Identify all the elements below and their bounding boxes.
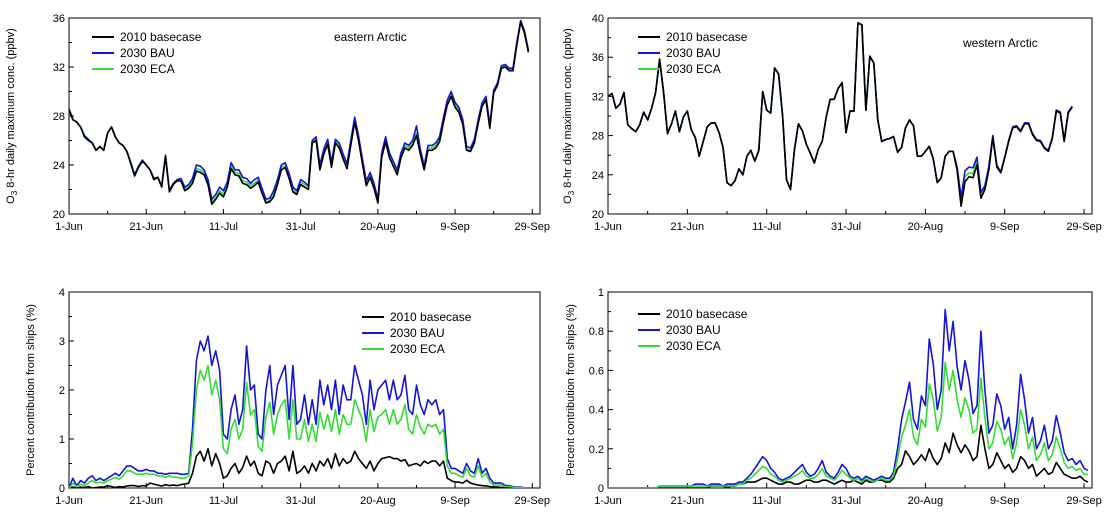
series-line-2030-eca bbox=[608, 361, 1088, 488]
series-line-2030-eca bbox=[69, 364, 529, 488]
x-tick-label: 20-Aug bbox=[360, 221, 395, 233]
legend-label: 2010 basecase bbox=[120, 30, 202, 44]
legend-label: 2030 ECA bbox=[666, 62, 721, 76]
chart-panel-top-left: 20 24 28 32 36 1-Jun 21-Jun 11-Jul 31-Jul 20-Aug 9… bbox=[5, 13, 550, 233]
legend-label: 2030 ECA bbox=[666, 339, 721, 353]
y-tick-label: 3 bbox=[59, 336, 65, 348]
y-tick-label: 0 bbox=[59, 483, 65, 495]
legend-label: 2030 BAU bbox=[390, 326, 445, 340]
legend-label: 2030 ECA bbox=[390, 342, 445, 356]
y-tick-label: 4 bbox=[59, 287, 65, 299]
x-tick-label: 9-Sep bbox=[440, 221, 469, 233]
y-tick-label: 20 bbox=[53, 209, 65, 221]
y-tick-label: 0 bbox=[598, 483, 604, 495]
x-tick-label: 21-Jun bbox=[671, 221, 705, 233]
y-tick-label: 40 bbox=[592, 13, 604, 25]
legend-label: 2030 BAU bbox=[666, 46, 721, 60]
x-tick-label: 9-Sep bbox=[440, 495, 469, 507]
x-tick-label: 1-Jun bbox=[55, 495, 83, 507]
y-tick-label: 0.6 bbox=[589, 365, 604, 377]
x-tick-label: 11-Jul bbox=[752, 221, 781, 233]
y-tick-label: 24 bbox=[53, 160, 65, 172]
chart-panel-bottom-left: 0 1 2 3 4 1-Jun 21-Jun 11-Jul 31-Jul 20-Aug 9-Sep 2… bbox=[25, 287, 550, 507]
y-tick-label: 0.2 bbox=[589, 444, 604, 456]
x-tick-label: 1-Jun bbox=[594, 221, 622, 233]
y-tick-label: 28 bbox=[53, 111, 65, 123]
x-tick-label: 1-Jun bbox=[594, 495, 622, 507]
x-tick-label: 9-Sep bbox=[990, 221, 1019, 233]
legend-label: 2010 basecase bbox=[666, 30, 748, 44]
x-tick-label: 29-Sep bbox=[1066, 221, 1101, 233]
x-tick-label: 31-Jul bbox=[286, 495, 316, 507]
x-tick-label: 20-Aug bbox=[908, 221, 943, 233]
x-tick-label: 21-Jun bbox=[129, 495, 163, 507]
series-line-2010-basecase bbox=[69, 447, 529, 488]
y-tick-label: 1 bbox=[59, 434, 65, 446]
x-tick-label: 31-Jul bbox=[831, 221, 861, 233]
x-tick-label: 29-Sep bbox=[1066, 495, 1101, 507]
legend-label: 2030 BAU bbox=[120, 46, 175, 60]
y-tick-label: 36 bbox=[592, 52, 604, 64]
y-tick-label: 2 bbox=[59, 385, 65, 397]
x-tick-label: 21-Jun bbox=[129, 221, 163, 233]
series-line-2030-bau bbox=[69, 335, 529, 488]
x-tick-label: 1-Jun bbox=[55, 221, 83, 233]
x-tick-label: 9-Sep bbox=[990, 495, 1019, 507]
y-tick-label: 1 bbox=[598, 287, 604, 299]
y-axis-label: Percent contribution from ships (%) bbox=[565, 304, 577, 476]
y-tick-label: 24 bbox=[592, 170, 604, 182]
x-tick-label: 11-Jul bbox=[752, 495, 781, 507]
legend-label: 2010 basecase bbox=[390, 310, 472, 324]
x-tick-label: 11-Jul bbox=[209, 495, 238, 507]
chart-panel-bottom-right: 0 0.2 0.4 0.6 0.8 1 1-Jun 21-Jun 11-Jul 31-Jul 20-… bbox=[565, 287, 1102, 507]
y-tick-label: 32 bbox=[592, 91, 604, 103]
panel-annotation: western Arctic bbox=[962, 36, 1038, 50]
x-tick-label: 11-Jul bbox=[209, 221, 238, 233]
y-axis-label: O3 8-hr daily maximum conc. (ppbv) bbox=[562, 28, 576, 204]
series-line-2010-basecase bbox=[608, 424, 1089, 488]
x-tick-label: 31-Jul bbox=[286, 221, 316, 233]
series-line-2010-basecase bbox=[69, 20, 530, 205]
y-tick-label: 28 bbox=[592, 131, 604, 143]
y-axis-label: O3 8-hr daily maximum conc. (ppbv) bbox=[5, 28, 19, 204]
y-tick-label: 0.4 bbox=[589, 405, 604, 417]
legend-label: 2030 ECA bbox=[120, 62, 175, 76]
x-tick-label: 21-Jun bbox=[671, 495, 705, 507]
y-axis-label: Percent contribution from ships (%) bbox=[25, 304, 37, 476]
y-tick-label: 36 bbox=[53, 13, 65, 25]
x-tick-label: 31-Jul bbox=[831, 495, 861, 507]
panel-annotation: eastern Arctic bbox=[334, 30, 407, 44]
y-tick-label: 32 bbox=[53, 62, 65, 74]
chart-panel-top-right: 20 24 28 32 36 40 1-Jun 21-Jun 11-Jul 31-Jul 20-Au… bbox=[562, 13, 1102, 233]
x-tick-label: 29-Sep bbox=[515, 221, 550, 233]
series-line-2010-basecase bbox=[608, 22, 1073, 207]
legend-label: 2010 basecase bbox=[666, 307, 748, 321]
legend-label: 2030 BAU bbox=[666, 323, 721, 337]
x-tick-label: 20-Aug bbox=[360, 495, 395, 507]
y-tick-label: 20 bbox=[592, 209, 604, 221]
x-tick-label: 20-Aug bbox=[908, 495, 943, 507]
y-tick-label: 0.8 bbox=[589, 326, 604, 338]
x-tick-label: 29-Sep bbox=[515, 495, 550, 507]
